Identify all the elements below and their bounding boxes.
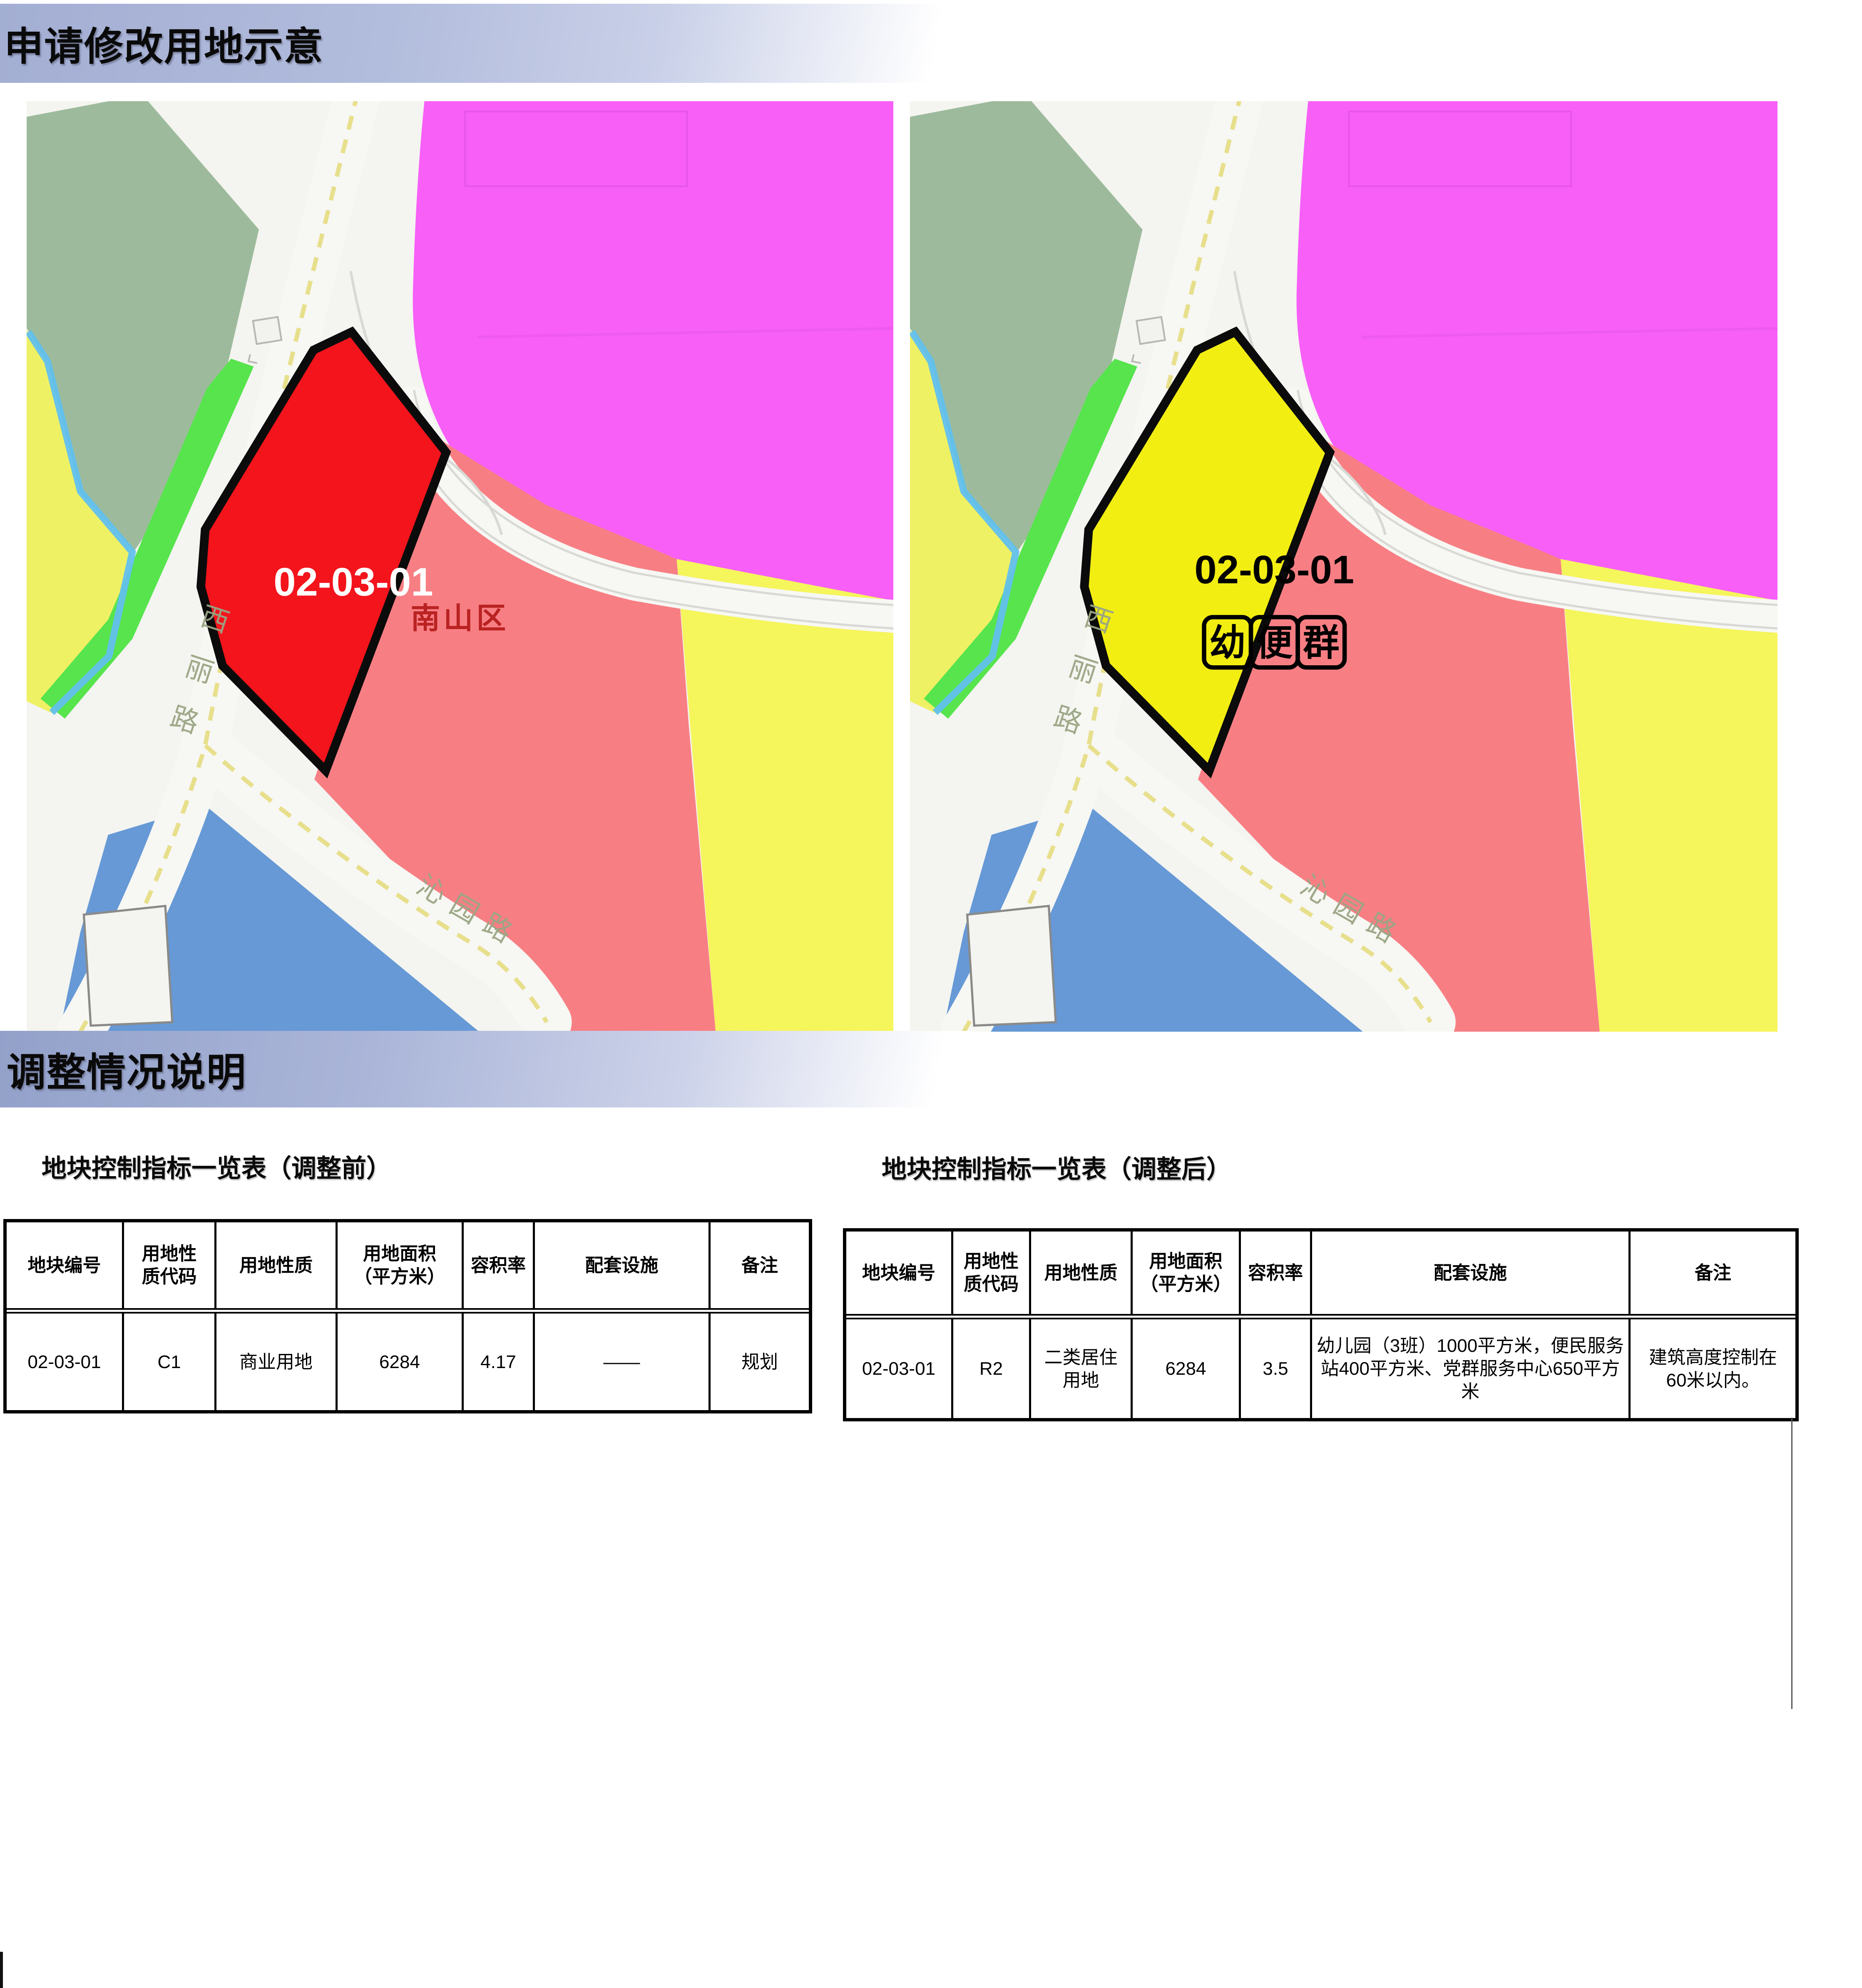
scan-artifact-line (1791, 1418, 1792, 1709)
col-header-remark: 备注 (1628, 1232, 1795, 1314)
magenta-parcel-outline (1348, 110, 1572, 187)
cell-land-area: 6284 (1131, 1319, 1239, 1418)
col-header-facilities: 配套设施 (533, 1222, 709, 1308)
map-after-panel: 02-03-01 幼便群西丽路沁园路 (910, 101, 1777, 1032)
cell-far: 3.5 (1239, 1319, 1310, 1418)
table-title-after: 地块控制指标一览表（调整后） (882, 1155, 1231, 1183)
road-band-2 (395, 386, 893, 633)
road-edge-line (407, 418, 893, 630)
col-header-land-area: 用地面积 （平方米） (1131, 1232, 1239, 1314)
section2-title: 调整情况说明 (7, 1050, 247, 1094)
cell-land-area: 6284 (336, 1314, 462, 1410)
scan-artifact-corner (0, 1952, 3, 1988)
road-edge-line (435, 450, 503, 535)
col-header-far: 容积率 (462, 1222, 533, 1308)
cell-facilities: 幼儿园（3班）1000平方米，便民服务站400平方米、党群服务中心650平方米 (1310, 1319, 1628, 1418)
plot-id-label: 02-03-01 (1194, 547, 1354, 592)
header-bar-top: 申请修改用地示意 (0, 4, 970, 83)
indicator-table-before: 地块编号 用地性 质代码 用地性质 用地面积 （平方米） 容积率 配套设施 备注… (3, 1219, 812, 1413)
svg-text:便: 便 (1256, 622, 1293, 663)
building-footprint-blue-area (966, 905, 1057, 1027)
table-header-row: 地块编号 用地性 质代码 用地性质 用地面积 （平方米） 容积率 配套设施 备注 (846, 1232, 1795, 1319)
col-header-land-area: 用地面积 （平方米） (336, 1222, 462, 1308)
magenta-parcel-line (1361, 327, 1777, 338)
green-space-area (910, 101, 1143, 552)
yellow-area-bottom-right (676, 559, 893, 1032)
col-header-facilities: 配套设施 (1310, 1232, 1628, 1314)
cell-facilities: —— (533, 1314, 709, 1410)
water-stripe (27, 330, 136, 715)
table-title-before: 地块控制指标一览表（调整前） (42, 1154, 391, 1182)
plot-before (196, 326, 451, 779)
cell-landuse-code: R2 (951, 1319, 1029, 1418)
road-label-vertical: 西丽路 (1050, 601, 1116, 739)
col-header-landuse-type: 用地性质 (1029, 1232, 1131, 1314)
col-header-plot-id: 地块编号 (862, 1262, 935, 1283)
road-edge-line (413, 390, 893, 606)
cell-landuse-type: 商业用地 (214, 1314, 336, 1410)
yellow-area-bottom-right (1561, 559, 1777, 1032)
cell-remark: 规划 (709, 1314, 809, 1410)
table-row: 02-03-01 C1 商业用地 6284 4.17 —— 规划 (7, 1314, 809, 1410)
building-steps-icon (1131, 354, 1141, 364)
yellow-area-left (910, 330, 1016, 714)
facility-badge-1: 便 (1248, 615, 1300, 670)
svg-text:幼: 幼 (1209, 622, 1246, 663)
map-before-panel: 南山区 02-03-01 西丽路沁园路 (27, 101, 893, 1032)
green-strip (40, 358, 254, 719)
facility-badge-2: 群 (1295, 615, 1347, 670)
magenta-parcel-outline (464, 110, 688, 187)
table-row: 02-03-01 R2 二类居住 用地 6284 3.5 幼儿园（3班）1000… (846, 1319, 1795, 1418)
road-edge-line (1318, 450, 1387, 535)
green-space-area (27, 101, 259, 552)
green-strip (924, 358, 1138, 719)
building-footprint-blue-area (82, 905, 174, 1027)
building-steps-icon (247, 354, 258, 364)
col-header-landuse-code: 用地性 质代码 (122, 1222, 214, 1308)
road-band-2 (1278, 386, 1777, 633)
col-header-far: 容积率 (1239, 1232, 1310, 1314)
building-footprint-icon (252, 316, 283, 345)
cell-plot-id: 02-03-01 (27, 1351, 101, 1372)
table-header-row: 地块编号 用地性 质代码 用地性质 用地面积 （平方米） 容积率 配套设施 备注 (7, 1222, 809, 1314)
header-bar-section2: 调整情况说明 (0, 1031, 972, 1107)
cell-far: 4.17 (462, 1314, 533, 1410)
col-header-landuse-type: 用地性质 (214, 1222, 336, 1308)
magenta-parcel-line (477, 327, 893, 338)
svg-text:群: 群 (1303, 622, 1340, 663)
cell-landuse-type: 二类居住 用地 (1029, 1319, 1131, 1418)
col-header-remark: 备注 (709, 1222, 809, 1308)
cell-plot-id: 02-03-01 (862, 1359, 936, 1379)
yellow-area-left (27, 330, 133, 714)
page-title: 申请修改用地示意 (4, 25, 324, 68)
col-header-landuse-code: 用地性 质代码 (951, 1232, 1029, 1314)
road-centerline-dash (1087, 744, 1432, 1023)
road-centerline-dash (204, 744, 549, 1023)
indicator-table-after: 地块编号 用地性 质代码 用地性质 用地面积 （平方米） 容积率 配套设施 备注… (843, 1228, 1799, 1421)
district-label: 南山区 (410, 602, 509, 635)
col-header-plot-id: 地块编号 (27, 1255, 101, 1276)
water-stripe (910, 330, 1019, 715)
plot-id-label: 02-03-01 (273, 560, 433, 604)
facility-badge-0: 幼 (1202, 615, 1253, 670)
road-edge-line (1290, 418, 1777, 630)
cell-landuse-code: C1 (122, 1314, 214, 1410)
building-footprint-icon (1135, 316, 1166, 345)
plot-after (1080, 326, 1335, 779)
after-map: 02-03-01幼便群西丽路沁园路 (910, 101, 1777, 1032)
road-edge-line (1296, 390, 1777, 606)
cell-remark: 建筑高度控制在 60米以内。 (1628, 1319, 1795, 1418)
